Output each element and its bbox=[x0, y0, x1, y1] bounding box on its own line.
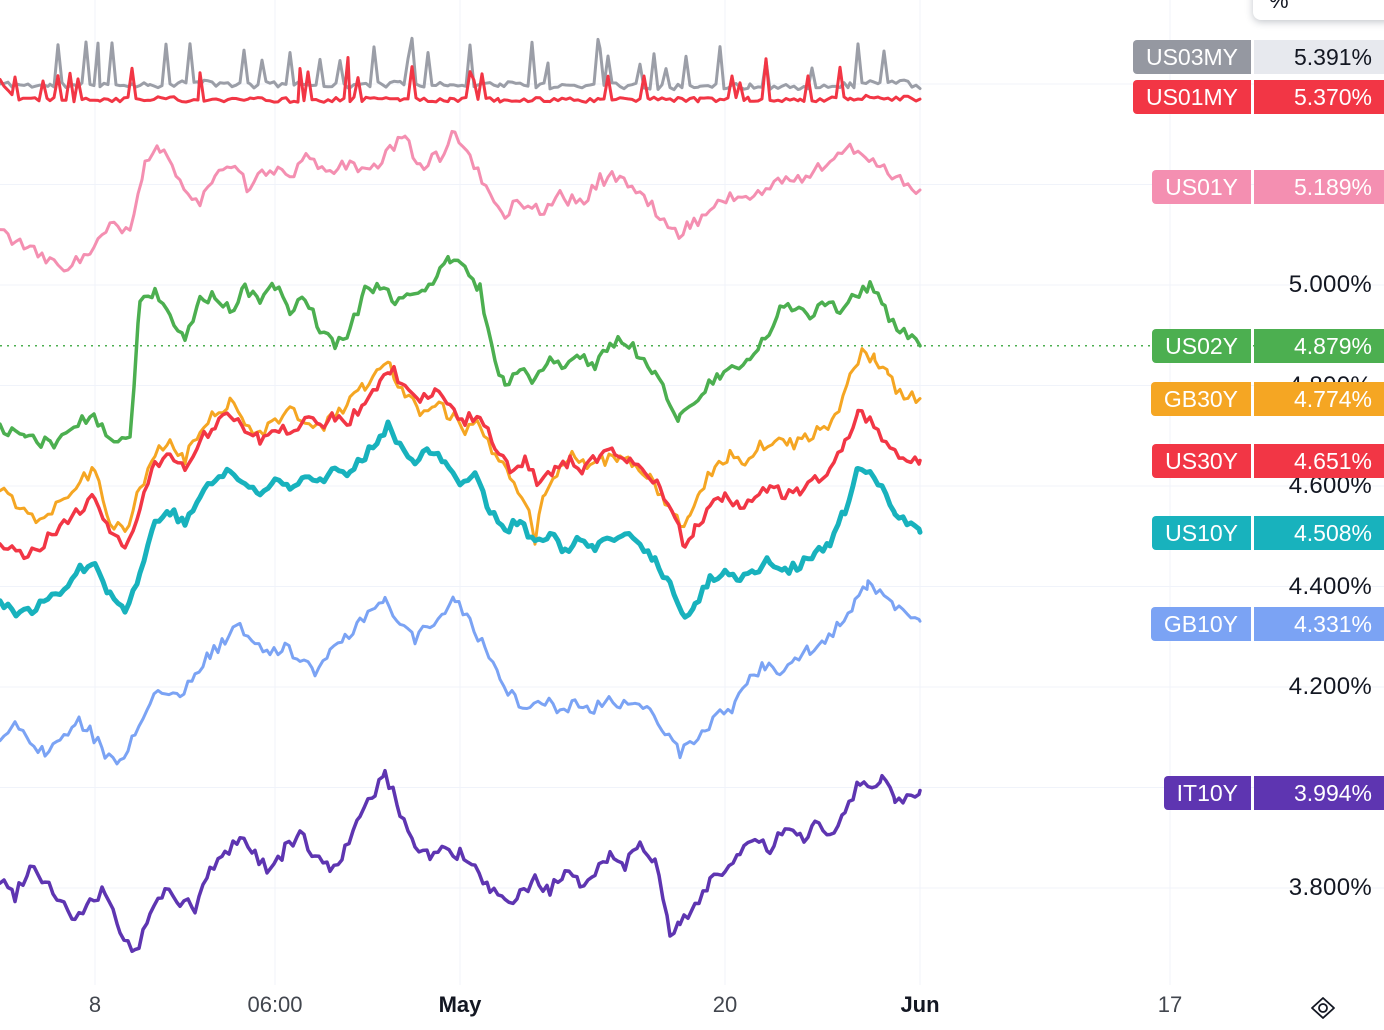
symbol-last-value: 4.651% bbox=[1254, 444, 1384, 478]
price-label-it10y[interactable]: IT10Y 3.994% bbox=[1163, 776, 1384, 810]
symbol-name: US01Y bbox=[1152, 170, 1251, 204]
series-line-us30y[interactable] bbox=[0, 364, 922, 561]
price-label-us01my[interactable]: US01MY 5.370% bbox=[1132, 80, 1384, 114]
symbol-name: IT10Y bbox=[1163, 776, 1251, 810]
symbol-last-value: 4.331% bbox=[1254, 607, 1384, 641]
series-line-us10y[interactable] bbox=[0, 419, 923, 620]
percent-scale-label: % bbox=[1269, 0, 1289, 13]
time-axis-label[interactable]: 20 bbox=[712, 992, 738, 1017]
symbol-last-value: 4.879% bbox=[1254, 329, 1384, 363]
price-axis-label[interactable]: 5.000% bbox=[1288, 271, 1372, 298]
symbol-name: US02Y bbox=[1152, 329, 1251, 363]
series-line-us02y[interactable] bbox=[0, 254, 922, 450]
symbol-last-value: 5.370% bbox=[1254, 80, 1384, 114]
time-axis-label[interactable]: 06:00 bbox=[247, 992, 303, 1017]
series-line-gb30y[interactable] bbox=[0, 347, 922, 546]
symbol-last-value: 4.508% bbox=[1254, 516, 1384, 550]
time-axis-label[interactable]: 8 bbox=[88, 992, 102, 1017]
price-label-us02y[interactable]: US02Y 4.879% bbox=[1152, 329, 1384, 363]
price-label-us30y[interactable]: US30Y 4.651% bbox=[1152, 444, 1384, 478]
price-label-us01y[interactable]: US01Y 5.189% bbox=[1152, 170, 1384, 204]
symbol-last-value: 3.994% bbox=[1254, 776, 1384, 810]
time-axis-label[interactable]: 17 bbox=[1157, 992, 1183, 1017]
price-axis-label[interactable]: 3.800% bbox=[1288, 874, 1372, 901]
chart-canvas[interactable] bbox=[0, 0, 1384, 985]
series-line-gb10y[interactable] bbox=[0, 579, 922, 766]
percent-scale-button[interactable]: % bbox=[1253, 0, 1384, 20]
time-axis-label[interactable]: Jun bbox=[900, 992, 940, 1017]
symbol-name: US03MY bbox=[1132, 40, 1251, 74]
price-label-gb10y[interactable]: GB10Y 4.331% bbox=[1150, 607, 1384, 641]
symbol-last-value: 4.774% bbox=[1254, 382, 1384, 416]
symbol-name: US10Y bbox=[1152, 516, 1251, 550]
series-line-us01my[interactable] bbox=[0, 56, 922, 104]
price-label-gb30y[interactable]: GB30Y 4.774% bbox=[1150, 382, 1384, 416]
symbol-name: US01MY bbox=[1132, 80, 1251, 114]
symbol-last-value: 5.189% bbox=[1254, 170, 1384, 204]
symbol-name: GB10Y bbox=[1150, 607, 1251, 641]
price-label-us10y[interactable]: US10Y 4.508% bbox=[1152, 516, 1384, 550]
series-line-us01y[interactable] bbox=[0, 129, 922, 273]
scale-settings-icon[interactable] bbox=[1307, 992, 1339, 1024]
price-axis-label[interactable]: 4.400% bbox=[1288, 572, 1372, 600]
time-axis[interactable]: 8 06:00 May 20 Jun 17 bbox=[0, 985, 1384, 1030]
series-price-labels: US03MY 5.391% US01MY 5.370% US01Y 5.189% US02Y… bbox=[1132, 40, 1384, 810]
symbol-name: GB30Y bbox=[1150, 382, 1251, 416]
symbol-name: US30Y bbox=[1152, 444, 1251, 478]
price-axis-label[interactable]: 4.200% bbox=[1288, 673, 1372, 700]
series-line-it10y[interactable] bbox=[0, 768, 922, 954]
time-axis-label[interactable]: May bbox=[438, 992, 482, 1017]
symbol-last-value: 5.391% bbox=[1254, 40, 1384, 74]
price-label-us03my[interactable]: US03MY 5.391% bbox=[1132, 40, 1384, 74]
